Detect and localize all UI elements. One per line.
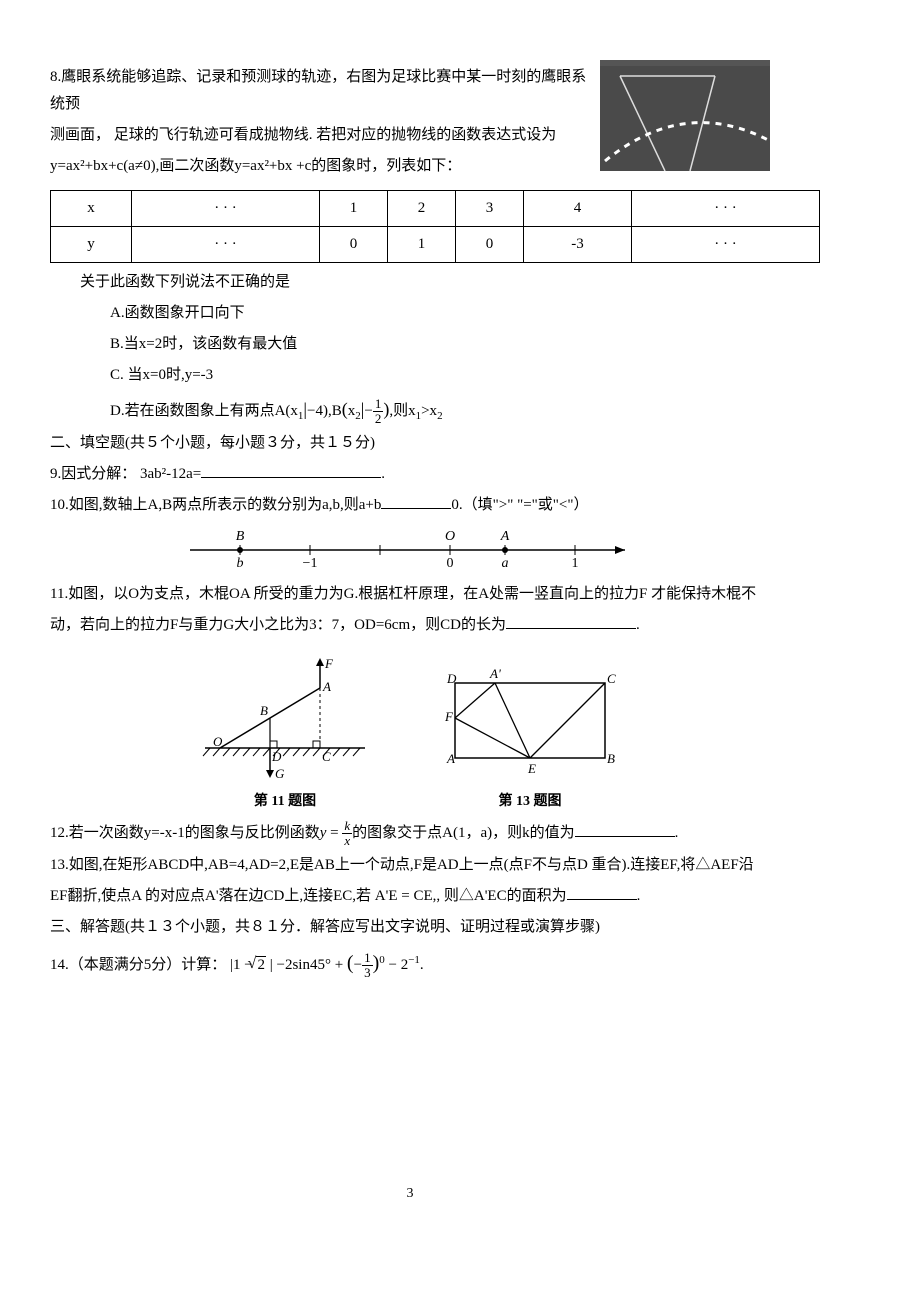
q12-pre: 12.若一次函数y=-x-1的图象与反比例函数 [50, 825, 320, 841]
svg-text:A: A [446, 751, 455, 766]
svg-text:A': A' [489, 666, 501, 681]
q12-mid: 的图象交于点A(1，a)，则k的值为 [352, 825, 574, 841]
svg-text:D: D [271, 749, 282, 764]
q13-line2-text: EF翻折,使点A 的对应点A'落在边CD上,连接EC,若 A'E = CE,, … [50, 888, 567, 904]
svg-text:B: B [607, 751, 615, 766]
table-cell: · · · [132, 227, 320, 263]
q11-line2-text: 动，若向上的拉力F与重力G大小之比为3：7，OD=6cm，则CD的长为 [50, 617, 506, 633]
q8-option-d-post: ,则x [389, 403, 415, 419]
svg-text:C: C [607, 671, 616, 686]
table-cell: y [51, 227, 132, 263]
q13-line1: 13.如图,在矩形ABCD中,AB=4,AD=2,E是AB上一个动点,F是AD上… [50, 852, 770, 879]
q13-line2: EF翻折,使点A 的对应点A'落在边CD上,连接EC,若 A'E = CE,, … [50, 883, 770, 910]
q10-text: 10.如图,数轴上A,B两点所表示的数分别为a,b,则a+b [50, 497, 381, 513]
q14: 14.（本题满分5分）计算： |1 − 2√ | −2sin45° + (−13… [50, 945, 770, 981]
svg-text:F: F [324, 656, 334, 671]
q9-blank [201, 462, 381, 478]
q13-blank [567, 884, 637, 900]
svg-text:B: B [260, 703, 268, 718]
svg-text:A: A [322, 679, 331, 694]
svg-text:F: F [444, 709, 454, 724]
table-cell: 0 [320, 227, 388, 263]
svg-text:−1: −1 [303, 556, 318, 571]
table-cell: -3 [524, 227, 632, 263]
fig13-caption: 第 13 题图 [435, 789, 625, 814]
svg-text:b: b [237, 556, 244, 571]
q9-text: 9.因式分解： 3ab²-12a= [50, 466, 201, 482]
svg-text:B: B [236, 529, 245, 544]
table-cell: x [51, 191, 132, 227]
q8-prompt: 关于此函数下列说法不正确的是 [50, 269, 770, 296]
table-cell: 0 [456, 227, 524, 263]
q8-table: x · · · 1 2 3 4 · · · y · · · 0 1 0 -3 ·… [50, 190, 820, 263]
q11-line2: 动，若向上的拉力F与重力G大小之比为3：7，OD=6cm，则CD的长为. [50, 612, 770, 639]
table-cell: 2 [388, 191, 456, 227]
fig11-caption: 第 11 题图 [195, 789, 375, 814]
section2-heading: 二、填空题(共５个小题，每小题３分，共１５分) [50, 430, 770, 457]
q10: 10.如图,数轴上A,B两点所表示的数分别为a,b,则a+b 0.（填">" "=… [50, 492, 770, 519]
q8-option-c: C. 当x=0时,y=-3 [50, 362, 770, 389]
svg-text:D: D [446, 671, 457, 686]
svg-text:0: 0 [447, 556, 454, 571]
figure-11: O A B D C F G 第 11 题图 [195, 647, 375, 814]
q11-line1: 11.如图，以O为支点，木棍OA 所受的重力为G.根据杠杆原理，在A处需一竖直向… [50, 581, 770, 608]
q10-blank [381, 493, 451, 509]
page-number: 3 [50, 1181, 770, 1206]
svg-text:G: G [275, 766, 285, 781]
q10-tail: 0.（填">" "="或"<"） [451, 497, 588, 513]
svg-text:C: C [322, 749, 331, 764]
table-cell: · · · [632, 191, 820, 227]
section3-heading: 三、解答题(共１３个小题，共８１分．解答应写出文字说明、证明过程或演算步骤) [50, 914, 770, 941]
q8-option-b: B.当x=2时，该函数有最大值 [50, 331, 770, 358]
figure-13: A B C D F A' E 第 13 题图 [435, 657, 625, 814]
q12: 12.若一次函数y=-x-1的图象与反比例函数y = kx的图象交于点A(1，a… [50, 819, 770, 849]
svg-text:A: A [500, 529, 510, 544]
table-cell: 4 [524, 191, 632, 227]
svg-text:a: a [502, 556, 509, 571]
table-cell: · · · [132, 191, 320, 227]
q12-blank [575, 821, 675, 837]
q10-numberline: B b −1 O 0 A a 1 [180, 525, 640, 575]
svg-text:O: O [213, 734, 223, 749]
table-cell: · · · [632, 227, 820, 263]
q14-pre: 14.（本题满分5分）计算： [50, 957, 226, 973]
table-cell: 1 [320, 191, 388, 227]
svg-text:E: E [527, 761, 536, 776]
q8-option-a: A.函数图象开口向下 [50, 300, 770, 327]
svg-text:1: 1 [572, 556, 579, 571]
table-cell: 3 [456, 191, 524, 227]
q8-option-d: D.若在函数图象上有两点A(x1|−4),B(x2|−12),则x1>x2 [50, 393, 770, 426]
q9: 9.因式分解： 3ab²-12a=. [50, 461, 770, 488]
svg-text:O: O [445, 529, 455, 544]
hawkeye-image [600, 60, 770, 165]
q11-blank [506, 613, 636, 629]
table-cell: 1 [388, 227, 456, 263]
q8-option-d-pre: D.若在函数图象上有两点A(x [110, 403, 298, 419]
